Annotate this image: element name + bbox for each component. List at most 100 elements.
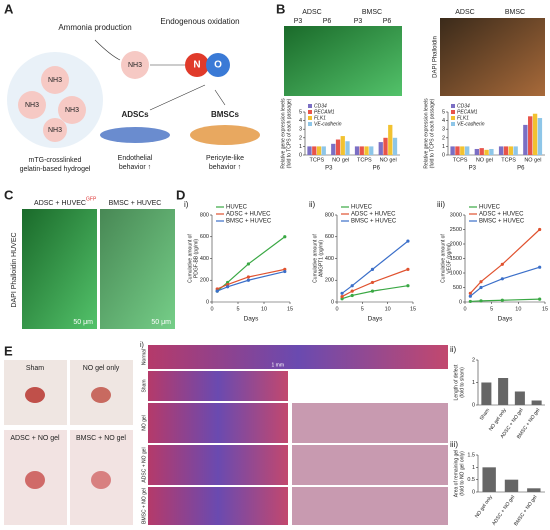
stain-label: DAPI Phalloidin HUVEC (11, 232, 18, 307)
passage: P3 (354, 18, 363, 25)
point (370, 267, 375, 271)
hydrogel (7, 52, 103, 148)
sub-label: i) (140, 342, 144, 349)
stain-label: DAPI Phalloidin (433, 36, 439, 78)
group-label: P6 (373, 166, 381, 172)
x-tick-label: 15 (287, 306, 293, 312)
line (470, 298, 540, 303)
wound (91, 387, 111, 403)
y-tick-label: 600 (200, 234, 209, 240)
scale-bar: 1 mm (272, 362, 285, 368)
y-axis-label: ANGPT1 (pg/ml) (318, 240, 324, 277)
bar (455, 146, 460, 155)
bar (450, 146, 455, 155)
y-axis-label: Area of remaining gel (453, 450, 459, 498)
y-axis-label: Length of defect (453, 364, 459, 400)
label: O (214, 60, 222, 71)
group-label: P6 (517, 166, 525, 172)
legend-label: ADSC + HUVEC (479, 212, 524, 218)
legend-label: PECAM1 (314, 109, 335, 115)
passage: P3 (294, 18, 303, 25)
x-tick-label: TCPS (501, 157, 516, 163)
point (468, 291, 472, 295)
point (406, 284, 410, 288)
x-axis-label: Days (498, 316, 514, 323)
y-tick-label: 400 (325, 256, 334, 262)
point (350, 293, 354, 298)
point (538, 227, 542, 232)
legend-label: FLK1 (457, 115, 469, 121)
bar (364, 146, 369, 155)
nh3: NH3 (25, 102, 39, 109)
bar (514, 391, 525, 405)
y-tick-label: 0 (472, 402, 475, 408)
sub-label: ii) (309, 200, 316, 209)
y-tick-label: 1 (442, 144, 445, 150)
legend-label: ADSC + HUVEC (351, 212, 396, 218)
nh3-bubble (43, 118, 67, 142)
panel-b: ADSC BMSC P3 P6 P3 P6 ADSC BMSC DAPI Pha… (284, 9, 545, 96)
cell-label: BMSC (505, 9, 525, 16)
line (341, 240, 409, 294)
y-axis-label: Cumulative amount of (312, 234, 318, 283)
bar (331, 143, 336, 155)
point (479, 299, 483, 303)
x-tick-label: Sham (479, 407, 491, 421)
y-axis-label: VEGF (pg/ml) (446, 243, 452, 274)
bar (464, 146, 470, 155)
point (246, 275, 250, 279)
panel-a: NH3 NH3 NH3 NH3 NH3 Ammonia production E… (7, 17, 260, 173)
image-title: BMSC + HUVEC (109, 200, 162, 207)
legend-swatch (451, 122, 455, 126)
point (350, 284, 354, 288)
point (500, 277, 504, 281)
legend-label: VE-cadherin (314, 121, 342, 127)
x-tick-label: NO gel (380, 157, 397, 163)
y-tick-label: 4 (299, 118, 302, 124)
sub-label: ii) (450, 345, 457, 354)
nh3-bubble (41, 66, 69, 94)
y-tick-label: 1.5 (467, 452, 475, 458)
bar (383, 137, 388, 155)
label: Endogenous oxidation (160, 17, 239, 26)
bar (378, 142, 383, 155)
bar (527, 488, 541, 492)
point (468, 299, 472, 304)
y-axis-label: Relative gene expression levels (280, 98, 286, 169)
point (538, 265, 542, 269)
legend-swatch (451, 116, 455, 120)
line (216, 270, 285, 292)
line (341, 285, 409, 300)
y-tick-label: 1 (472, 465, 475, 471)
y-tick-label: 2500 (450, 227, 462, 233)
line (469, 266, 540, 297)
bar (508, 146, 513, 155)
y-axis-label: (fold to sham) (459, 367, 465, 398)
image-title: ADSC + HUVEC (34, 200, 86, 207)
y-axis-label: Relative gene expression levels (423, 98, 429, 169)
photo-label: BMSC + NO gel (76, 435, 126, 442)
y-tick-label: 1500 (450, 256, 462, 262)
x-tick-label: BMSC + NO gel (513, 494, 538, 527)
line (341, 268, 409, 298)
label: N (193, 60, 200, 71)
legend-label: VE-cadherin (457, 121, 485, 127)
sub-label: iii) (450, 440, 458, 449)
line (216, 268, 285, 290)
legend-swatch (451, 110, 455, 114)
point (500, 262, 504, 266)
label: gelatin-based hydrogel (20, 166, 91, 173)
bar (498, 378, 509, 405)
bar (369, 146, 374, 155)
y-tick-label: 4 (442, 118, 445, 124)
x-axis-label: Days (244, 316, 260, 323)
legend-label: BMSC + HUVEC (479, 219, 525, 225)
nh3-bubble (58, 96, 86, 124)
panel-label: D (176, 187, 185, 202)
point (215, 289, 219, 293)
row-label: NO gel (141, 415, 147, 431)
bar (460, 146, 465, 155)
y-tick-label: 2000 (450, 241, 462, 247)
